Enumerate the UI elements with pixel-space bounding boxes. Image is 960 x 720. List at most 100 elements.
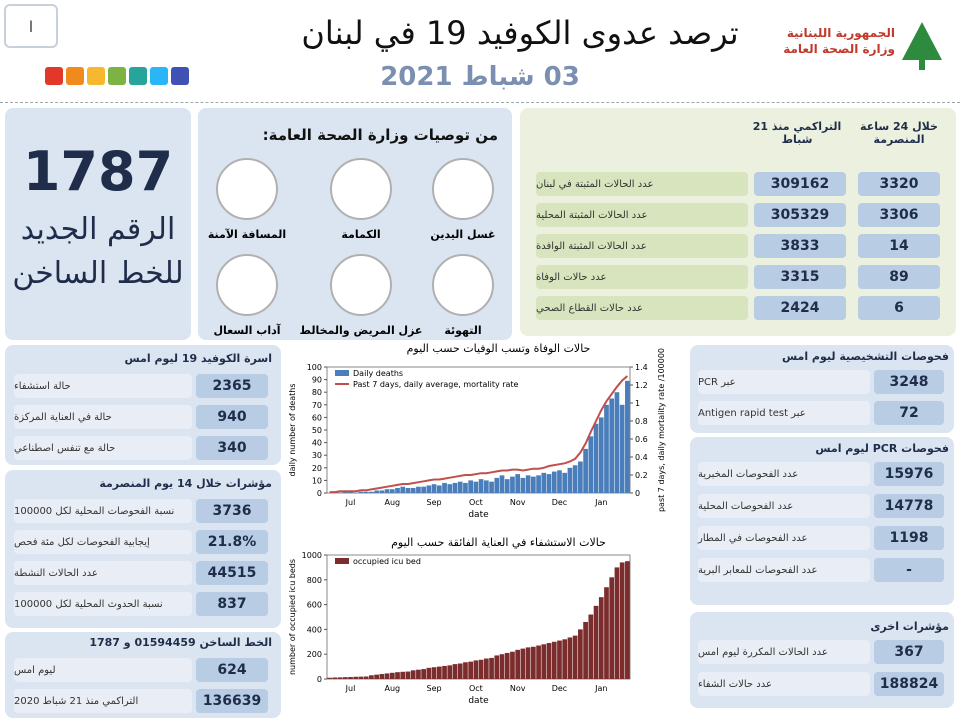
chart-title: حالات الاستشفاء في العناية الفائقة حسب ا… [391, 537, 606, 549]
bar [389, 672, 395, 679]
icon [330, 254, 392, 316]
section-title: مؤشرات اخرى [870, 620, 949, 633]
x-tick-label: Sep [427, 684, 442, 693]
value: 188824 [874, 672, 944, 696]
y-tick-label: 50 [312, 426, 322, 435]
ministry-line1: الجمهورية اللبنانية [786, 26, 895, 40]
y-tick-label: 30 [312, 451, 322, 460]
cumulative-value: 3315 [754, 265, 846, 289]
divider [0, 102, 960, 103]
bar [499, 475, 505, 493]
day-value: 3306 [858, 203, 940, 227]
bar [379, 490, 385, 493]
value: 2365 [196, 374, 268, 398]
row-label: عدد الحالات المثبتة الوافدة [536, 234, 748, 258]
bar [447, 484, 453, 493]
legend-key [335, 558, 349, 564]
bar [504, 479, 510, 493]
bar [468, 661, 474, 679]
icon [216, 158, 278, 220]
bar [520, 477, 526, 493]
hotline-text: الرقم الجديد [20, 212, 176, 247]
y2-tick-label: 0.4 [635, 453, 648, 462]
y-tick-label: 600 [307, 601, 322, 610]
y2-tick-label: 0 [635, 489, 640, 498]
x-tick-label: Sep [427, 498, 442, 507]
value: 367 [874, 640, 944, 664]
bar [531, 646, 536, 679]
bar [395, 487, 400, 493]
recommendation-label: المسافة الآمنة [207, 228, 287, 241]
row-label: عدد الحالات المثبتة في لبنان [536, 172, 748, 196]
bar [463, 662, 468, 679]
bar [483, 658, 489, 679]
y2-tick-label: 0.8 [635, 417, 648, 426]
bar [593, 423, 599, 493]
bar [572, 465, 578, 493]
x-tick-label: Jul [345, 684, 356, 693]
y2-tick-label: 1.2 [635, 381, 648, 390]
bar [562, 472, 568, 493]
bar [604, 587, 609, 679]
logo [902, 22, 942, 70]
row-label: حالة مع تنفس اصطناعي [14, 436, 192, 460]
bar [431, 484, 437, 493]
icu-chart: حالات الاستشفاء في العناية الفائقة حسب ا… [288, 537, 631, 706]
recommendation-label: عزل المريض والمخالط [299, 324, 423, 337]
value: 15976 [874, 462, 944, 486]
bar [342, 491, 348, 493]
day-value: 89 [858, 265, 940, 289]
row-label: عدد حالات الوفاة [536, 265, 748, 289]
ministry-line2: وزارة الصحة العامة [783, 42, 895, 56]
date: 03 شباط 2021 [380, 62, 580, 92]
bar [525, 647, 531, 679]
bar [578, 461, 583, 493]
x-axis-label: date [468, 696, 489, 706]
row-label: حالة استشفاء [14, 374, 192, 398]
bar [515, 474, 521, 493]
bar [525, 475, 531, 493]
bar [363, 676, 369, 679]
summary-header: خلال 24 ساعة المنصرمة [860, 120, 938, 146]
cumulative-value: 305329 [754, 203, 846, 227]
bar [567, 637, 573, 679]
value: 1198 [874, 526, 944, 550]
row-label: عدد الحالات النشطة [14, 561, 192, 585]
bar [489, 657, 494, 679]
bar [342, 677, 348, 679]
bar [447, 665, 453, 679]
bar [625, 380, 630, 493]
recommendation-label: الكمامة [341, 228, 381, 241]
bar [452, 664, 458, 679]
bar [416, 486, 421, 493]
bar [374, 674, 379, 679]
row-label: نسبة الحدوث المحلية لكل 100000 [14, 592, 192, 616]
y2-axis-label: past 7 days, daily mortality rate /10000… [657, 348, 666, 512]
bar [598, 417, 604, 493]
bar [551, 641, 557, 679]
bar [436, 666, 442, 679]
bar [457, 481, 463, 493]
bar [363, 491, 369, 493]
day-value: 6 [858, 296, 940, 320]
value: 340 [196, 436, 268, 460]
bar [358, 676, 364, 679]
y-tick-label: 0 [317, 675, 322, 684]
x-tick-label: Dec [552, 684, 567, 693]
bar [369, 675, 374, 679]
y-tick-label: 10 [312, 476, 322, 485]
icon [432, 158, 494, 220]
x-tick-label: Aug [384, 498, 400, 507]
bar [557, 470, 562, 493]
bar [583, 448, 588, 493]
bar [619, 562, 625, 679]
bar [348, 491, 353, 493]
color-icons [45, 67, 195, 87]
value: 624 [196, 658, 268, 682]
hotline-panel [5, 108, 191, 340]
bar [431, 667, 437, 679]
bar [625, 561, 630, 679]
y-tick-label: 60 [312, 413, 322, 422]
section-title: اسرة الكوفيد 19 ليوم امس [124, 352, 272, 365]
